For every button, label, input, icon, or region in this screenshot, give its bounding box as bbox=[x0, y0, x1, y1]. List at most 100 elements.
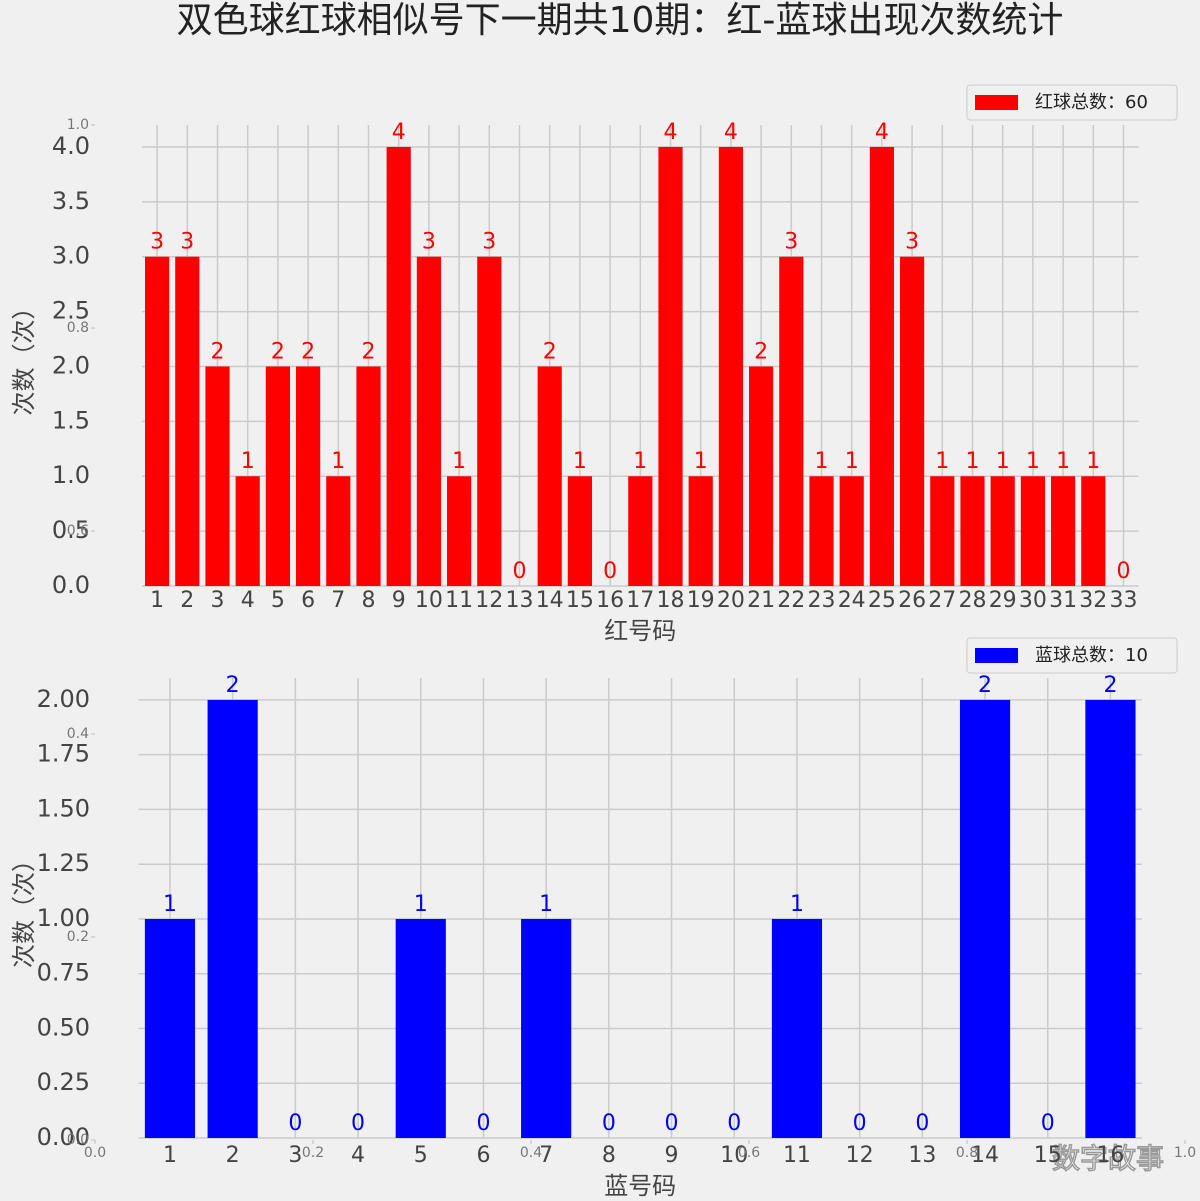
bar bbox=[718, 146, 743, 586]
bar bbox=[567, 476, 592, 586]
y-axis-label: 次数（次） bbox=[10, 848, 38, 968]
x-axis-label: 蓝号码 bbox=[604, 1172, 676, 1200]
x-tick-label: 20 bbox=[717, 588, 745, 613]
bar bbox=[537, 366, 562, 586]
x-tick-label: 11 bbox=[445, 588, 473, 613]
x-tick-label: 15 bbox=[1034, 1143, 1062, 1168]
x-tick-label: 31 bbox=[1049, 588, 1077, 613]
data-label: 0 bbox=[727, 1111, 741, 1136]
x-axis-label: 红号码 bbox=[604, 617, 676, 645]
data-label: 1 bbox=[935, 449, 949, 474]
x-tick-label: 3 bbox=[211, 588, 225, 613]
data-label: 1 bbox=[996, 449, 1010, 474]
x-tick-label: 10 bbox=[720, 1143, 748, 1168]
data-label: 1 bbox=[694, 449, 708, 474]
y-tick-label: 3.5 bbox=[52, 187, 90, 215]
bar bbox=[809, 476, 834, 586]
data-label: 1 bbox=[633, 449, 647, 474]
x-tick-label: 23 bbox=[808, 588, 836, 613]
y-tick-label: 2.00 bbox=[37, 685, 90, 713]
y-tick-label: 1.25 bbox=[37, 849, 90, 877]
x-tick-label: 7 bbox=[539, 1143, 553, 1168]
bar bbox=[207, 699, 258, 1138]
y-tick-label: 1.0 bbox=[52, 461, 90, 489]
x-tick-label: 19 bbox=[687, 588, 715, 613]
y-tick-label: 0.50 bbox=[37, 1013, 90, 1041]
x-tick-label: 0.4 bbox=[520, 1145, 542, 1161]
bar bbox=[959, 699, 1011, 1138]
data-label: 0 bbox=[665, 1111, 679, 1136]
x-tick-label: 3 bbox=[288, 1143, 302, 1168]
y-tick-label: 4.0 bbox=[52, 132, 90, 160]
data-label: 3 bbox=[150, 230, 164, 255]
legend: 蓝球总数：10 bbox=[966, 637, 1178, 674]
y-tick-label: 1.00 bbox=[37, 904, 90, 932]
data-label: 0 bbox=[288, 1111, 302, 1136]
y-tick-label: 0.0 bbox=[67, 1132, 89, 1148]
bar bbox=[395, 918, 446, 1138]
data-label: 3 bbox=[180, 230, 194, 255]
legend: 红球总数：60 bbox=[966, 84, 1178, 121]
bar bbox=[416, 256, 441, 586]
data-label: 2 bbox=[1103, 673, 1117, 698]
data-label: 2 bbox=[362, 339, 376, 364]
bar bbox=[386, 146, 411, 586]
bar bbox=[296, 366, 321, 586]
x-tick-label: 13 bbox=[908, 1143, 936, 1168]
data-label: 4 bbox=[875, 120, 889, 145]
y-tick-label: 0.0 bbox=[52, 571, 90, 599]
x-tick-label: 15 bbox=[566, 588, 594, 613]
data-label: 1 bbox=[845, 449, 859, 474]
x-tick-label: 32 bbox=[1079, 588, 1107, 613]
x-tick-label: 10 bbox=[415, 588, 443, 613]
y-axis-label: 次数（次） bbox=[10, 296, 38, 416]
x-tick-label: 1 bbox=[150, 588, 164, 613]
x-tick-label: 0.0 bbox=[84, 1145, 106, 1161]
x-tick-label: 6 bbox=[301, 588, 315, 613]
x-tick-label: 13 bbox=[506, 588, 534, 613]
data-label: 1 bbox=[1026, 449, 1040, 474]
bar bbox=[869, 146, 894, 586]
data-label: 2 bbox=[211, 339, 225, 364]
x-tick-label: 6 bbox=[476, 1143, 490, 1168]
bar bbox=[265, 366, 290, 586]
bar bbox=[990, 476, 1015, 586]
bar bbox=[1085, 699, 1136, 1138]
data-label: 1 bbox=[414, 892, 428, 917]
data-label: 0 bbox=[603, 559, 617, 584]
x-tick-label: 18 bbox=[657, 588, 685, 613]
data-label: 3 bbox=[905, 230, 919, 255]
bar bbox=[779, 256, 804, 586]
data-label: 1 bbox=[452, 449, 466, 474]
bar bbox=[839, 476, 864, 586]
y-tick-label: 2.0 bbox=[52, 351, 90, 379]
y-tick-label: 0.75 bbox=[37, 959, 90, 987]
bar bbox=[749, 366, 774, 586]
legend-swatch bbox=[975, 95, 1018, 110]
x-tick-label: 22 bbox=[777, 588, 805, 613]
data-label: 4 bbox=[392, 120, 406, 145]
data-label: 4 bbox=[724, 120, 738, 145]
x-tick-label: 1.0 bbox=[1174, 1145, 1196, 1161]
x-tick-label: 5 bbox=[414, 1143, 428, 1168]
x-tick-label: 14 bbox=[536, 588, 564, 613]
data-label: 1 bbox=[331, 449, 345, 474]
data-label: 1 bbox=[241, 449, 255, 474]
data-label: 1 bbox=[815, 449, 829, 474]
data-label: 0 bbox=[351, 1111, 365, 1136]
data-label: 0 bbox=[476, 1111, 490, 1136]
legend-label: 蓝球总数：10 bbox=[1035, 645, 1148, 666]
x-tick-label: 14 bbox=[971, 1143, 999, 1168]
x-tick-label: 30 bbox=[1019, 588, 1047, 613]
y-tick-label: 1.5 bbox=[52, 406, 90, 434]
x-tick-label: 8 bbox=[602, 1143, 616, 1168]
x-tick-label: 1 bbox=[163, 1143, 177, 1168]
data-label: 4 bbox=[664, 120, 678, 145]
data-label: 1 bbox=[573, 449, 587, 474]
x-tick-label: 25 bbox=[868, 588, 896, 613]
bar bbox=[145, 256, 170, 586]
y-tick-label: 1.75 bbox=[37, 740, 90, 768]
x-tick-label: 27 bbox=[928, 588, 956, 613]
y-tick-label: 0.25 bbox=[37, 1068, 90, 1096]
